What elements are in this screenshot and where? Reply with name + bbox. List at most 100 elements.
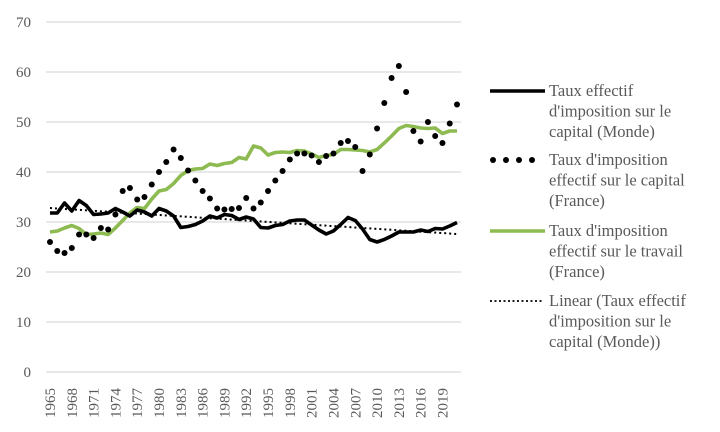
series-group [47,63,460,256]
legend-label: effectif sur le travail [549,242,683,261]
data-point [235,205,242,211]
data-point [308,152,315,159]
x-tick-label: 1971 [87,388,103,418]
legend-label: effectif sur le capital [549,171,685,190]
legend-label: (France) [549,262,605,281]
y-axis-ticks: 0 10 20 30 40 50 60 70 [16,15,31,381]
x-tick-label: 1989 [217,388,233,418]
data-point [315,159,322,165]
y-tick-label: 70 [16,15,31,31]
x-tick-label: 1980 [152,388,168,418]
legend-label: Linear (Taux effectif [549,291,686,310]
y-tick-label: 30 [16,215,31,231]
legend-label: Taux effectif [549,81,634,100]
y-tick-label: 60 [16,65,31,81]
legend-label: d'imposition sur le [549,312,671,331]
x-tick-label: 2001 [305,388,321,418]
data-point [337,140,344,146]
legend-label: Taux d'imposition [549,221,668,240]
data-point [366,151,373,158]
data-point [141,194,148,200]
data-point [206,195,213,202]
legend-marker [529,157,535,163]
data-point [403,89,410,95]
data-point [126,185,133,191]
data-point [185,167,192,174]
legend-label: capital (Monde)) [549,332,660,351]
series-line [49,123,457,237]
y-tick-label: 20 [16,265,31,281]
data-point [301,150,308,157]
x-tick-label: 1965 [43,388,59,418]
x-tick-label: 2019 [435,388,451,418]
data-point [61,250,68,256]
y-tick-label: 50 [16,115,31,131]
x-tick-label: 1974 [108,388,124,419]
legend-label: Taux d'imposition [549,150,668,169]
data-point [228,206,235,212]
data-point [76,231,83,238]
data-point [192,177,199,184]
data-point [90,235,97,241]
x-tick-label: 1977 [130,388,146,419]
data-point [432,133,439,139]
x-tick-label: 2013 [392,388,408,418]
data-point [243,195,250,201]
data-point [374,125,381,132]
gridlines [46,21,461,373]
data-point [119,188,126,194]
data-point [439,140,446,146]
data-point [68,245,75,251]
x-tick-label: 1983 [174,388,190,418]
data-point [446,120,453,127]
legend-label: d'imposition sur le [549,102,671,121]
legend-entry: Taux d'imposition effectif sur le travail… [490,221,683,281]
series-1 [47,63,460,256]
data-point [381,100,388,106]
x-tick-label: 2007 [348,388,364,419]
data-point [199,188,206,194]
data-point [417,138,424,145]
legend-label: (France) [549,191,605,210]
legend-marker [503,157,509,163]
data-point [279,168,286,174]
data-point [214,205,221,212]
data-point [156,169,163,175]
data-point [424,119,431,125]
x-tick-label: 1998 [283,388,299,418]
data-point [344,138,351,144]
data-point [250,205,257,212]
data-point [265,188,272,194]
x-tick-label: 1986 [196,388,212,419]
x-axis-ticks: 1965 1968 1971 1974 1977 1980 1983 1986 1989 1992… [43,388,451,419]
data-point [388,75,395,81]
data-point [221,206,228,213]
y-tick-label: 10 [16,315,31,331]
data-point [323,153,330,159]
x-tick-label: 1968 [65,388,81,418]
y-tick-label: 0 [24,365,32,381]
x-tick-label: 2016 [414,388,430,419]
data-point [105,226,112,233]
data-point [47,239,53,245]
data-point [330,150,337,157]
x-tick-label: 1995 [261,388,277,418]
x-tick-label: 2004 [326,388,342,419]
y-tick-label: 40 [16,165,31,181]
legend-entry: Taux effectif d'imposition sur lecapital … [490,81,671,141]
data-point [257,199,264,206]
legend-entry: Linear (Taux effectif d'imposition sur le… [490,291,686,351]
data-point [286,156,293,163]
series-2 [49,123,457,237]
data-point [163,159,170,165]
data-point [352,144,359,150]
series-line [50,198,458,244]
data-point [454,101,460,108]
legend-entry: Taux d'imposition effectif sur le capital… [490,150,685,210]
data-point [83,231,90,238]
data-point [294,150,301,157]
data-point [112,211,119,218]
legend-label: capital (Monde) [549,122,655,141]
x-tick-label: 1992 [239,388,255,418]
